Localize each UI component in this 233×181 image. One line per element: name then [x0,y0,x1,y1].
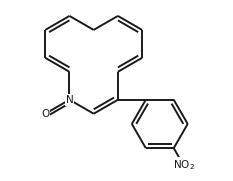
Text: NO$_2$: NO$_2$ [173,158,195,172]
Text: O: O [41,109,49,119]
Text: N: N [66,95,73,105]
